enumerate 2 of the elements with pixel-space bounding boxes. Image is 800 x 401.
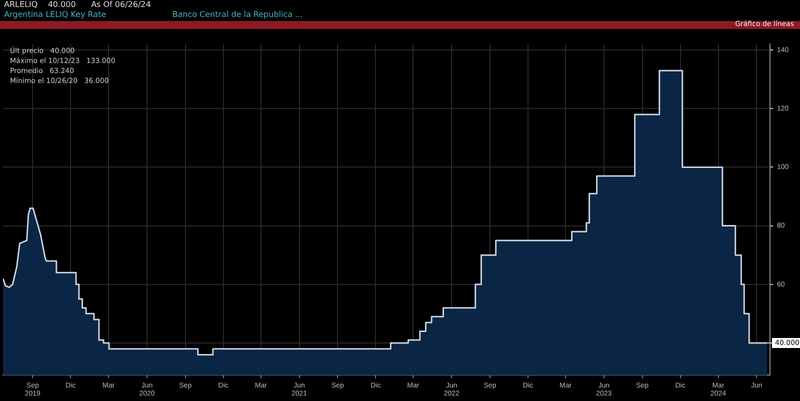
text: Argentina LELIQ Key Rate Banco Central de la Republica ... (4, 10, 303, 19)
chart-title: ARLELIQ 40.000 As Of 06/26/24 (4, 0, 151, 9)
